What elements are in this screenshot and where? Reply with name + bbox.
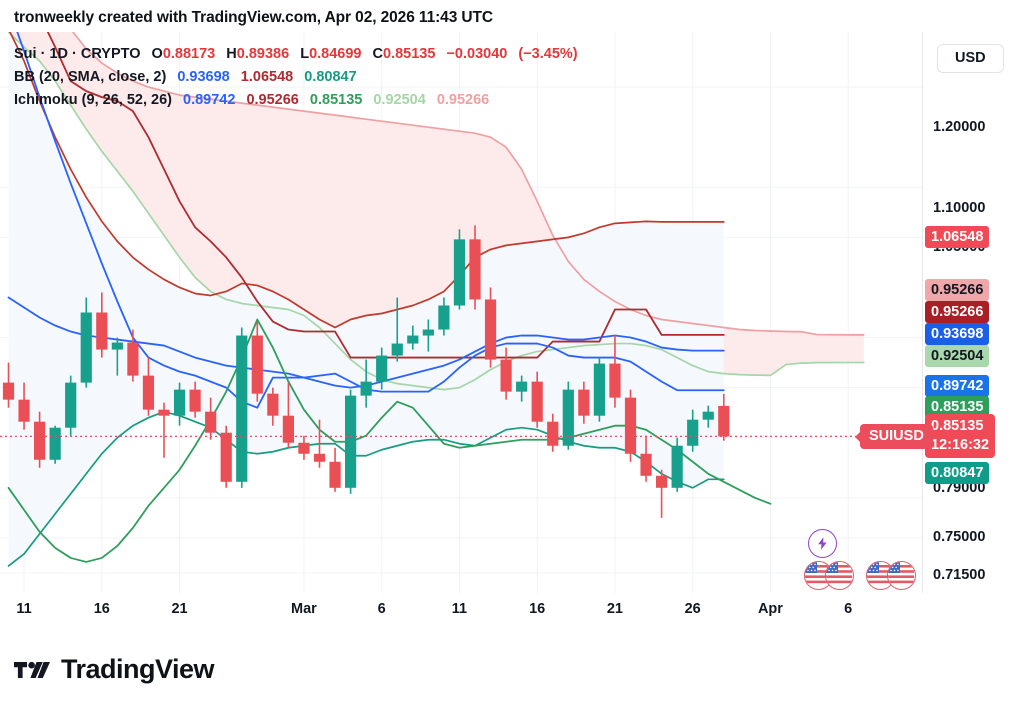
price-tick: 0.75000	[933, 529, 986, 545]
time-tick: 26	[684, 601, 701, 617]
currency-chip-usd[interactable]: USD	[937, 44, 1004, 73]
time-tick: 16	[93, 601, 110, 617]
time-tick: 16	[529, 601, 546, 617]
price-badge-kijun: 0.95266	[925, 301, 990, 323]
price-badge-tenkan: 0.89742	[925, 375, 990, 397]
lightning-bolt-icon	[808, 529, 837, 558]
time-tick: Apr	[757, 601, 783, 617]
symbol-price-tag[interactable]: SUIUSD	[860, 424, 933, 450]
time-tick: 6	[844, 601, 853, 617]
us-flag-icon	[825, 561, 854, 590]
time-tick: 11	[451, 601, 468, 617]
time-tick: 21	[606, 601, 624, 617]
time-tick: Mar	[291, 601, 317, 617]
us-flag-icon	[887, 561, 916, 590]
tradingview-wordmark: TradingView	[61, 654, 215, 684]
price-badge-chikou: 0.85135	[925, 396, 990, 418]
attribution-text: tronweekly created with TradingView.com,…	[14, 9, 493, 26]
price-axis[interactable]: USD 1.200001.100001.050000.790000.750000…	[922, 32, 1024, 593]
chart-plot-area[interactable]	[0, 32, 922, 593]
tradingview-footer-logo: TradingView	[14, 654, 215, 685]
last-price-value: 0.85135	[931, 418, 984, 434]
bar-countdown-timer: 12:16:32	[931, 437, 990, 453]
price-badge-senkou-a: 0.92504	[925, 345, 990, 367]
price-badge-bb-lower: 0.80847	[925, 462, 990, 484]
price-badge-senkou-b: 0.95266	[925, 279, 990, 301]
time-axis[interactable]: 11 16 21 Mar 6 11 16 21 26 Apr 6	[0, 593, 922, 638]
price-tick: 1.20000	[933, 119, 986, 135]
candlestick-chart-svg	[0, 32, 922, 593]
tradingview-logo-icon	[14, 661, 50, 678]
price-tick: 0.71500	[933, 567, 986, 583]
time-tick: 21	[171, 601, 188, 617]
last-price-countdown-badge[interactable]: 0.85135 12:16:32	[925, 414, 996, 458]
us-economic-event-marker-1[interactable]	[804, 561, 854, 590]
time-tick: 11	[16, 601, 32, 617]
price-badge-bb-basis: 0.93698	[925, 323, 990, 345]
economic-event-bolt-marker[interactable]	[808, 529, 837, 558]
us-flag-pair	[804, 561, 854, 590]
price-tick: 1.10000	[933, 200, 986, 216]
us-flag-pair	[866, 561, 916, 590]
price-tick: 0.79000	[933, 480, 986, 496]
time-tick: 6	[377, 601, 386, 617]
us-economic-event-marker-2[interactable]	[866, 561, 916, 590]
price-badge-bb-upper: 1.06548	[925, 226, 990, 248]
